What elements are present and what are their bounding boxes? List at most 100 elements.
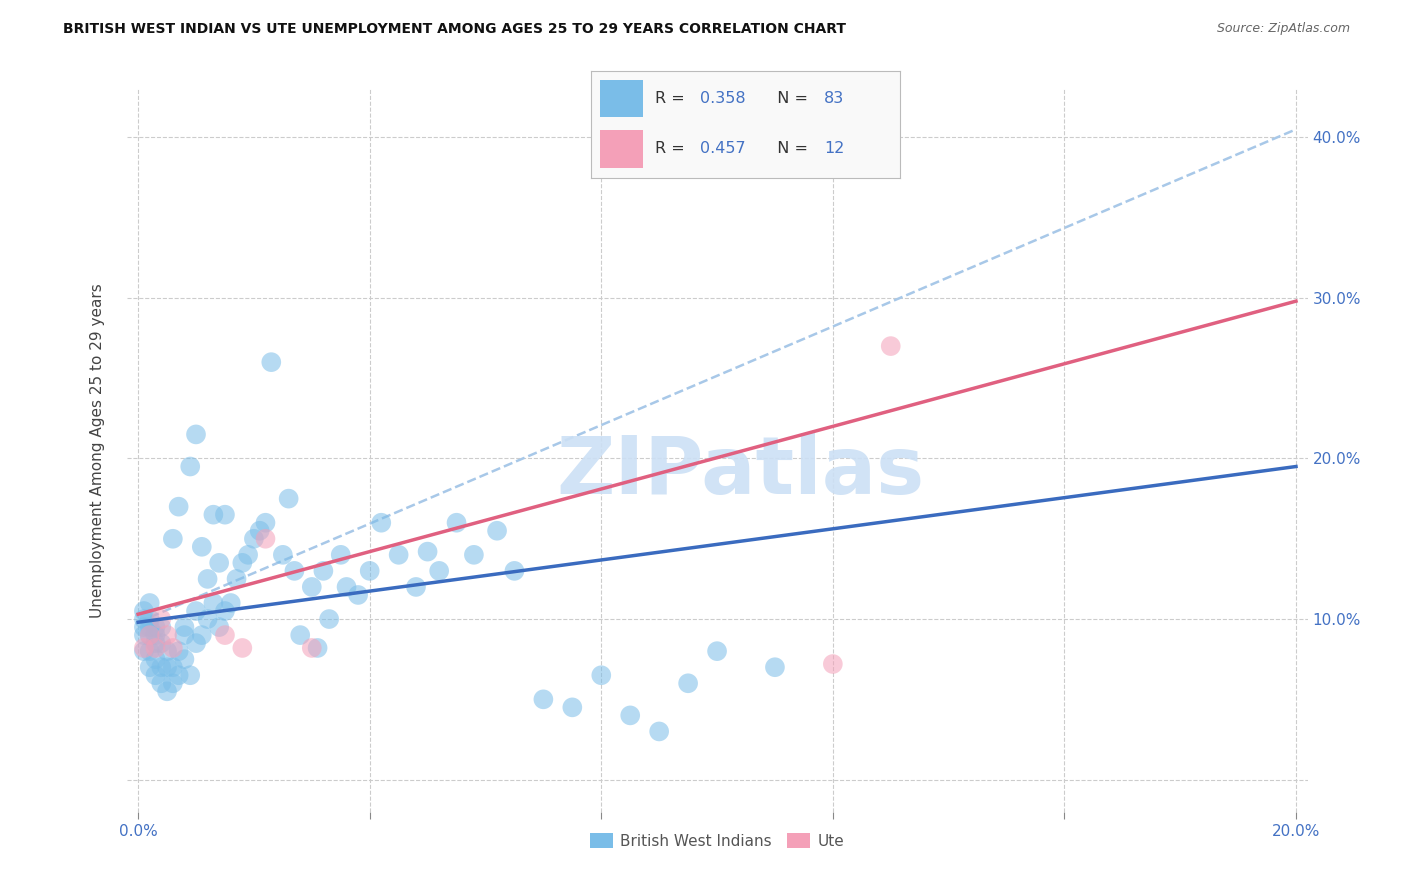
Point bbox=[132, 644, 155, 658]
Point bbox=[405, 580, 427, 594]
Point bbox=[138, 660, 160, 674]
Point bbox=[150, 660, 173, 674]
Point bbox=[162, 640, 184, 655]
Point bbox=[329, 548, 352, 562]
Point bbox=[446, 516, 468, 530]
Point bbox=[260, 355, 283, 369]
Point bbox=[173, 628, 195, 642]
Point bbox=[561, 700, 583, 714]
Point bbox=[416, 544, 439, 558]
Point bbox=[138, 628, 160, 642]
Point bbox=[184, 427, 207, 442]
Point bbox=[219, 596, 242, 610]
Point bbox=[648, 724, 671, 739]
Point bbox=[191, 540, 214, 554]
Point bbox=[231, 640, 253, 655]
Text: BRITISH WEST INDIAN VS UTE UNEMPLOYMENT AMONG AGES 25 TO 29 YEARS CORRELATION CH: BRITISH WEST INDIAN VS UTE UNEMPLOYMENT … bbox=[63, 22, 846, 37]
Point bbox=[880, 339, 903, 353]
Point bbox=[150, 636, 173, 650]
Point bbox=[145, 668, 167, 682]
Point bbox=[486, 524, 509, 538]
Text: 0.457: 0.457 bbox=[700, 142, 747, 156]
Point bbox=[150, 612, 173, 626]
Point bbox=[427, 564, 450, 578]
Text: N =: N = bbox=[766, 142, 813, 156]
Point bbox=[271, 548, 294, 562]
Point bbox=[225, 572, 247, 586]
Point bbox=[283, 564, 305, 578]
Point bbox=[249, 524, 271, 538]
Point bbox=[150, 676, 173, 690]
Point bbox=[208, 556, 231, 570]
Point bbox=[763, 660, 786, 674]
Text: 0.358: 0.358 bbox=[700, 91, 747, 106]
Point bbox=[173, 620, 195, 634]
Text: 12: 12 bbox=[824, 142, 845, 156]
Point bbox=[335, 580, 357, 594]
Point bbox=[202, 596, 225, 610]
Point bbox=[132, 640, 155, 655]
Point bbox=[138, 628, 160, 642]
Point bbox=[167, 644, 190, 658]
Text: N =: N = bbox=[766, 91, 813, 106]
Point bbox=[301, 580, 323, 594]
Point bbox=[254, 532, 277, 546]
Point bbox=[138, 620, 160, 634]
Text: ZIPatlas: ZIPatlas bbox=[557, 434, 925, 511]
Legend: British West Indians, Ute: British West Indians, Ute bbox=[583, 827, 851, 855]
Point bbox=[184, 604, 207, 618]
Point bbox=[318, 612, 340, 626]
Point bbox=[138, 644, 160, 658]
Point bbox=[179, 668, 201, 682]
Point bbox=[156, 628, 179, 642]
Point bbox=[156, 684, 179, 698]
Point bbox=[312, 564, 335, 578]
Point bbox=[162, 676, 184, 690]
Point bbox=[132, 620, 155, 634]
Point bbox=[706, 644, 728, 658]
Point bbox=[254, 516, 277, 530]
Point bbox=[184, 636, 207, 650]
Point bbox=[503, 564, 526, 578]
Point bbox=[619, 708, 641, 723]
Point bbox=[145, 640, 167, 655]
Point bbox=[145, 628, 167, 642]
Point bbox=[290, 628, 312, 642]
Point bbox=[156, 660, 179, 674]
Point bbox=[132, 612, 155, 626]
Point bbox=[162, 660, 184, 674]
Point bbox=[132, 628, 155, 642]
Point bbox=[307, 640, 329, 655]
Point bbox=[214, 628, 236, 642]
Point bbox=[173, 652, 195, 666]
Point bbox=[138, 612, 160, 626]
Point bbox=[156, 644, 179, 658]
Point bbox=[197, 572, 219, 586]
Point bbox=[359, 564, 381, 578]
Point bbox=[370, 516, 392, 530]
Text: Source: ZipAtlas.com: Source: ZipAtlas.com bbox=[1216, 22, 1350, 36]
Point bbox=[388, 548, 411, 562]
Point bbox=[167, 668, 190, 682]
Point bbox=[277, 491, 299, 506]
Point bbox=[591, 668, 613, 682]
Point bbox=[208, 620, 231, 634]
Point bbox=[138, 596, 160, 610]
Point bbox=[145, 620, 167, 634]
Point bbox=[463, 548, 485, 562]
Text: R =: R = bbox=[655, 91, 690, 106]
Point bbox=[162, 532, 184, 546]
Point bbox=[821, 657, 844, 671]
Point bbox=[145, 652, 167, 666]
Point bbox=[132, 604, 155, 618]
Point bbox=[150, 620, 173, 634]
Point bbox=[301, 640, 323, 655]
FancyBboxPatch shape bbox=[600, 80, 643, 118]
Point bbox=[145, 636, 167, 650]
Point bbox=[231, 556, 253, 570]
Point bbox=[179, 459, 201, 474]
Y-axis label: Unemployment Among Ages 25 to 29 years: Unemployment Among Ages 25 to 29 years bbox=[90, 283, 105, 618]
Point bbox=[202, 508, 225, 522]
Point bbox=[214, 508, 236, 522]
Point bbox=[531, 692, 554, 706]
